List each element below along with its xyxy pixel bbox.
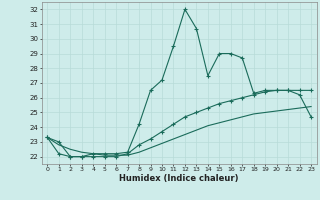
X-axis label: Humidex (Indice chaleur): Humidex (Indice chaleur) [119, 174, 239, 183]
